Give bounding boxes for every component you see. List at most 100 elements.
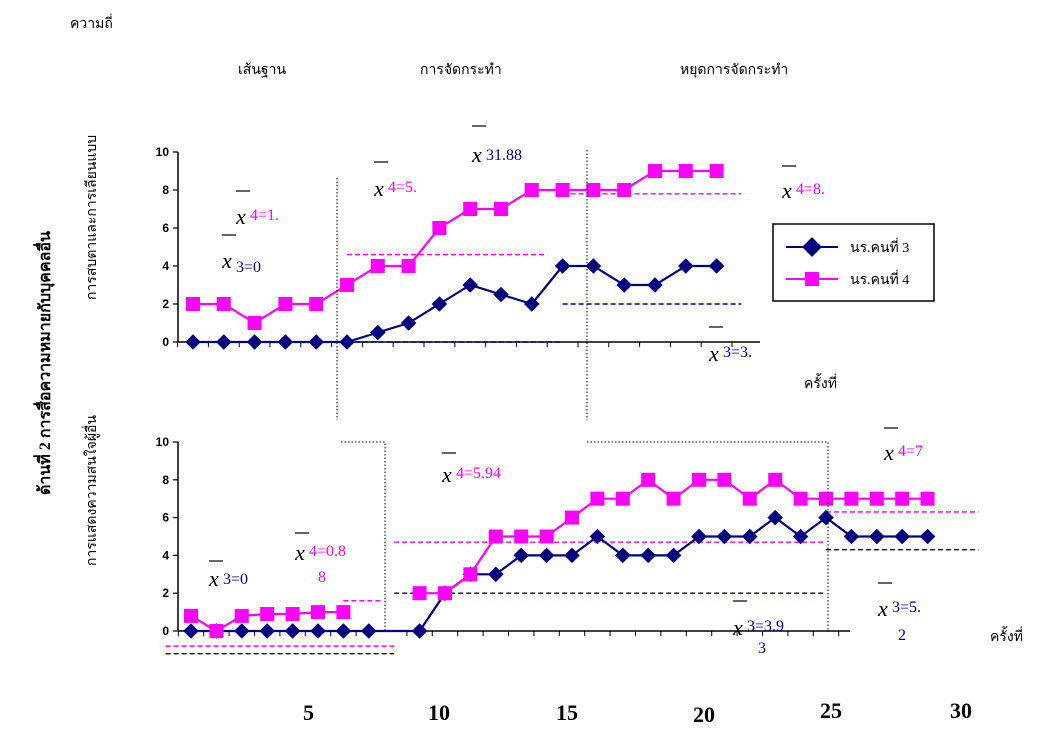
data-point-square bbox=[488, 529, 503, 544]
data-point-diamond bbox=[843, 528, 860, 545]
annotation-text: 4=0.8 bbox=[309, 543, 346, 560]
annotation-text: 3=0 bbox=[223, 571, 248, 588]
annotation-text: 31.88 bbox=[486, 147, 522, 164]
annotation-text: 3=3.9 bbox=[747, 618, 784, 635]
data-point-diamond bbox=[183, 623, 199, 639]
data-point-diamond bbox=[411, 623, 428, 639]
x-tick-label: 15 bbox=[556, 700, 578, 725]
y-unit-label: ความถี่ bbox=[70, 14, 113, 32]
xbar-symbol: x bbox=[294, 540, 305, 565]
data-point-square bbox=[184, 608, 198, 623]
data-point-diamond bbox=[538, 547, 555, 564]
y-tick-label: 6 bbox=[162, 221, 169, 235]
annotation-text: 4=5. bbox=[388, 179, 417, 196]
annotation-text: 4=1. bbox=[250, 207, 279, 224]
data-point-diamond bbox=[869, 528, 885, 545]
data-point-square bbox=[309, 297, 324, 311]
annotation-text: 2 bbox=[898, 627, 906, 644]
legend-square-icon bbox=[805, 272, 819, 286]
phase-label-treatment: การจัดกระทำ bbox=[420, 63, 502, 78]
top-chart-mean-lines bbox=[347, 193, 742, 343]
xbar-symbol: x bbox=[373, 176, 384, 201]
data-point-square bbox=[370, 259, 385, 273]
xbar-symbol: x bbox=[471, 142, 482, 167]
data-point-square bbox=[340, 278, 354, 292]
data-point-square bbox=[494, 202, 508, 216]
data-point-square bbox=[565, 510, 579, 525]
mean-annotations: x 4=1. x 3=0 x 4=5. x 31.88 x 4=8. x 3=3… bbox=[208, 125, 923, 657]
data-point-square bbox=[311, 605, 325, 620]
data-point-square bbox=[555, 183, 570, 197]
data-point-diamond bbox=[370, 324, 386, 341]
data-point-square bbox=[412, 586, 427, 601]
data-point-square bbox=[742, 491, 757, 506]
data-point-square bbox=[278, 297, 293, 311]
annotation-text: 3 bbox=[758, 640, 766, 657]
phase-label-baseline: เส้นฐาน bbox=[238, 62, 286, 78]
data-point-diamond bbox=[361, 623, 377, 639]
data-point-square bbox=[336, 605, 351, 620]
data-point-square bbox=[216, 297, 231, 311]
legend-box bbox=[772, 223, 935, 302]
data-point-diamond bbox=[400, 315, 417, 331]
xbar-symbol: x bbox=[883, 440, 894, 465]
y-tick-label: 0 bbox=[162, 335, 169, 349]
xbar-symbol: x bbox=[235, 204, 246, 229]
phase-divider-3 bbox=[341, 441, 386, 632]
data-point-square bbox=[717, 472, 732, 487]
legend-label-student4: นร.คนที่ 4 bbox=[850, 270, 909, 288]
top-chart: 0 2 4 6 8 10 bbox=[156, 145, 760, 350]
data-point-diamond bbox=[691, 528, 707, 545]
xbar-symbol: x bbox=[208, 566, 219, 591]
data-point-diamond bbox=[616, 277, 632, 293]
top-chart-series bbox=[185, 164, 725, 350]
y-tick-label: 4 bbox=[162, 548, 169, 562]
data-point-diamond bbox=[818, 509, 834, 526]
data-point-square bbox=[590, 491, 605, 506]
data-point-square bbox=[692, 472, 706, 487]
data-point-square bbox=[209, 624, 224, 638]
x-tick-label: 25 bbox=[820, 698, 842, 723]
data-point-square bbox=[432, 221, 447, 235]
data-point-diamond bbox=[513, 547, 529, 564]
xbar-symbol: x bbox=[781, 178, 792, 203]
x-label-bottom: ครั้งที่ bbox=[990, 626, 1023, 645]
xbar-symbol: x bbox=[877, 596, 888, 621]
data-point-square bbox=[709, 164, 724, 178]
data-point-square bbox=[247, 316, 262, 330]
data-point-square bbox=[641, 472, 656, 487]
data-point-diamond bbox=[615, 547, 631, 564]
data-point-diamond bbox=[708, 258, 725, 274]
data-point-square bbox=[617, 183, 632, 197]
data-point-diamond bbox=[640, 547, 656, 564]
phase-label-withdrawal: หยุดการจัดกระทำ bbox=[680, 63, 788, 78]
data-point-diamond bbox=[462, 277, 478, 293]
data-point-diamond bbox=[919, 528, 936, 545]
y-tick-label: 6 bbox=[162, 511, 169, 525]
data-point-diamond bbox=[308, 334, 324, 350]
top-chart-ylabel: การสบตาและการเลียนแบบ bbox=[84, 135, 100, 300]
data-point-diamond bbox=[767, 509, 783, 526]
data-point-square bbox=[920, 491, 935, 506]
y-tick-label: 10 bbox=[156, 435, 170, 449]
data-point-diamond bbox=[335, 623, 352, 639]
annotation-text: 3=0 bbox=[236, 259, 261, 276]
xbar-symbol: x bbox=[221, 248, 232, 273]
data-point-diamond bbox=[493, 286, 509, 303]
data-point-diamond bbox=[589, 528, 606, 545]
y-tick-label: 0 bbox=[162, 624, 169, 638]
annotation-text: 4=8. bbox=[796, 181, 825, 198]
data-point-square bbox=[895, 491, 910, 506]
y-tick-label: 4 bbox=[162, 259, 169, 273]
y-tick-label: 2 bbox=[162, 297, 169, 311]
data-point-diamond bbox=[277, 334, 294, 350]
side-title: ด้านที่ 2 การสื่อความหมายกับบุคคลอื่น bbox=[33, 231, 55, 495]
data-point-square bbox=[438, 586, 452, 601]
data-point-square bbox=[819, 491, 833, 506]
data-point-diamond bbox=[678, 258, 694, 274]
data-point-diamond bbox=[894, 528, 910, 545]
data-point-square bbox=[463, 567, 478, 582]
x-label-top: ครั้งที่ bbox=[804, 373, 837, 392]
data-point-square bbox=[666, 491, 681, 506]
